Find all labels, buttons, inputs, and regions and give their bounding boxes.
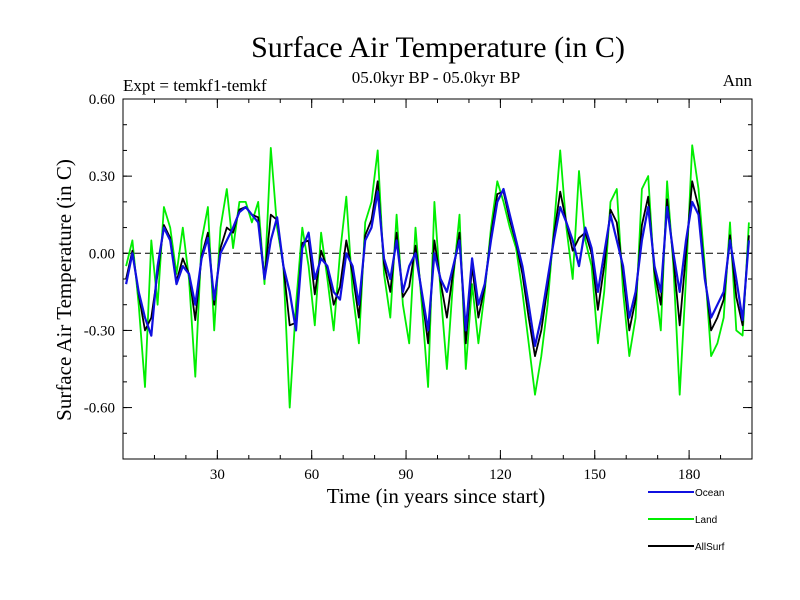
legend-label-land: Land [695,515,717,526]
series-line-land [125,144,750,409]
x-tick-label: 120 [489,467,512,483]
y-tick-label: 0.30 [89,169,115,185]
y-axis-label: Surface Air Temperature (in C) [52,159,76,421]
x-tick-label: 30 [210,467,225,483]
y-tick-label: 0.00 [89,246,115,262]
chart-subtitle-right: Ann [723,71,753,90]
y-tick-label: -0.60 [84,401,115,417]
legend-label-ocean: Ocean [695,488,724,499]
chart-subtitle-center: 05.0kyr BP - 05.0kyr BP [352,68,520,87]
chart-subtitle-left: Expt = temkf1-temkf [123,76,267,95]
plot-area: 0.60 0.30 0.00 -0.30 -0.60 30 60 90 120 150 180 [84,92,753,483]
series-line-ocean [125,187,750,347]
legend-label-allsurf: AllSurf [695,542,725,553]
legend: Ocean Land AllSurf [648,488,725,553]
x-tick-label: 180 [678,467,701,483]
chart-title: Surface Air Temperature (in C) [251,31,625,64]
y-tick-label: -0.30 [84,323,115,339]
x-tick-label: 60 [304,467,319,483]
series-line-allsurf [125,180,750,358]
x-tick-label: 150 [584,467,607,483]
x-axis-label: Time (in years since start) [327,484,546,508]
x-tick-label: 90 [399,467,414,483]
y-tick-label: 0.60 [89,92,115,108]
